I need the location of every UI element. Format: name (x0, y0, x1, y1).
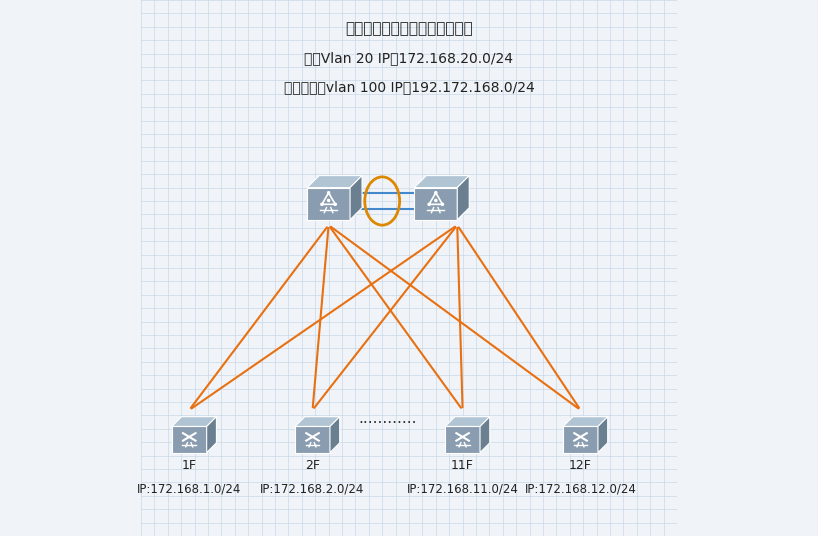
Text: 管理Vlan 20 IP：172.168.20.0/24: 管理Vlan 20 IP：172.168.20.0/24 (304, 51, 514, 65)
Polygon shape (445, 416, 490, 427)
Circle shape (434, 199, 437, 202)
Polygon shape (457, 176, 470, 220)
Circle shape (321, 203, 323, 205)
Text: IP:172.168.12.0/24: IP:172.168.12.0/24 (524, 483, 636, 496)
Polygon shape (295, 427, 330, 452)
Polygon shape (563, 416, 608, 427)
Circle shape (442, 203, 443, 205)
Polygon shape (172, 427, 207, 452)
Text: IP:172.168.11.0/24: IP:172.168.11.0/24 (407, 483, 519, 496)
Polygon shape (415, 176, 470, 188)
Text: 服务器网段vlan 100 IP：192.172.168.0/24: 服务器网段vlan 100 IP：192.172.168.0/24 (284, 80, 534, 94)
Text: IP:172.168.2.0/24: IP:172.168.2.0/24 (260, 483, 365, 496)
Circle shape (428, 203, 430, 205)
Polygon shape (308, 188, 350, 220)
Circle shape (434, 192, 437, 194)
Polygon shape (172, 416, 217, 427)
Polygon shape (330, 416, 339, 452)
Polygon shape (445, 427, 480, 452)
Text: 12F: 12F (569, 459, 592, 472)
Circle shape (327, 192, 330, 194)
Circle shape (335, 203, 336, 205)
Text: 2F: 2F (305, 459, 320, 472)
Polygon shape (563, 427, 598, 452)
Text: ............: ............ (358, 411, 417, 426)
Polygon shape (480, 416, 490, 452)
Text: 核心交换机（支持网络虚拟化）: 核心交换机（支持网络虚拟化） (345, 21, 473, 36)
Polygon shape (598, 416, 608, 452)
Circle shape (327, 199, 330, 202)
Polygon shape (295, 416, 339, 427)
Polygon shape (350, 176, 362, 220)
Text: 11F: 11F (452, 459, 474, 472)
Polygon shape (308, 176, 362, 188)
Text: 1F: 1F (182, 459, 197, 472)
Polygon shape (415, 188, 457, 220)
Polygon shape (207, 416, 217, 452)
Text: IP:172.168.1.0/24: IP:172.168.1.0/24 (137, 483, 241, 496)
